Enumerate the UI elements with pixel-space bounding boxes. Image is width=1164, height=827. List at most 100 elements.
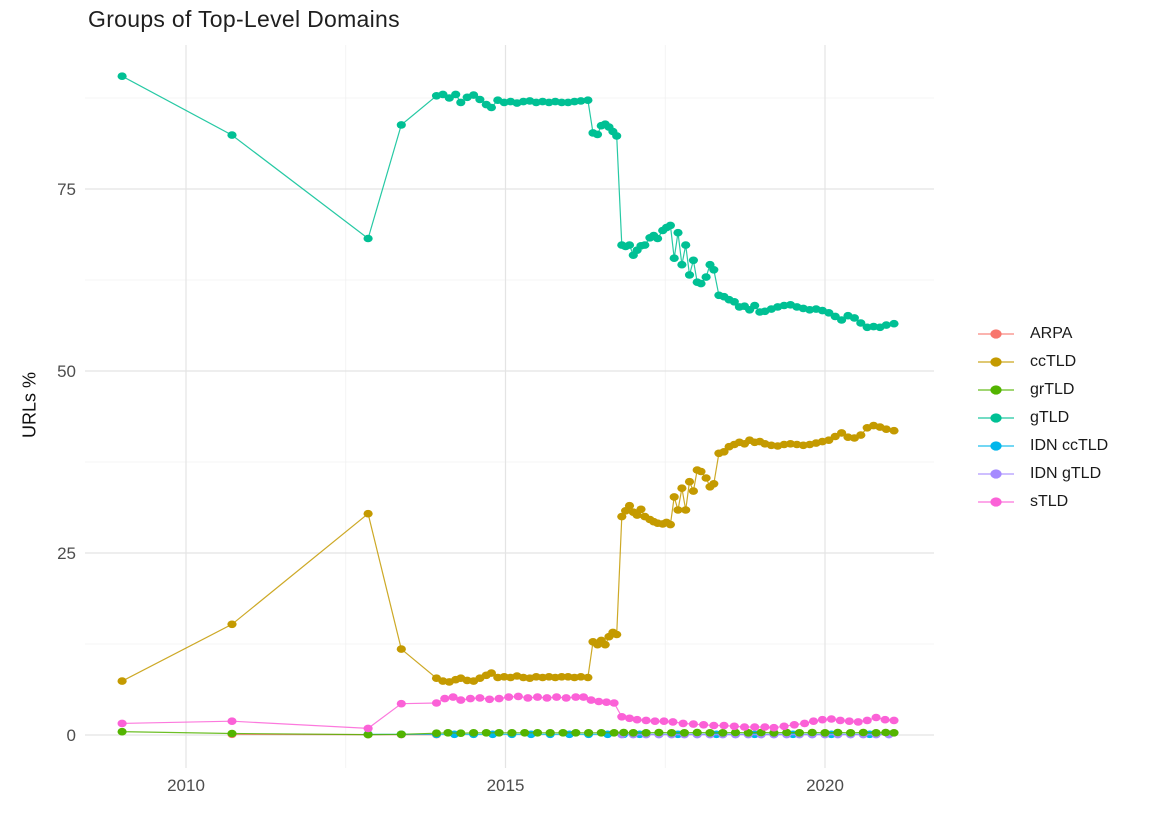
data-point-stld [688,720,699,728]
data-point-grtld [718,729,728,737]
data-point-cctld [624,501,635,510]
data-point-grtld [679,729,690,737]
data-point-stld [632,715,642,724]
legend-key-dot [990,385,1002,395]
data-point-gtld [227,131,237,139]
data-point-stld [561,694,571,702]
data-point-cctld [688,487,699,495]
data-point-grtld [705,729,715,737]
data-point-stld [578,693,589,701]
data-point-stld [617,713,627,721]
data-point-cctld [363,509,373,518]
y-tick-label: 25 [57,544,76,563]
data-point-cctld [677,484,687,493]
series-line-gtld [121,75,895,328]
data-point-stld [624,714,635,723]
data-point-stld [808,717,819,725]
data-point-grtld [596,729,606,737]
data-point-gtld [729,298,739,306]
data-point-stld [739,723,750,731]
data-point-gtld [673,228,683,237]
data-point-cctld [576,673,586,681]
data-point-gtld [849,314,860,322]
data-point-gtld [451,90,461,99]
data-point-grtld [584,729,594,737]
data-point-gtld [856,319,866,327]
legend-label: ARPA [1030,325,1073,342]
data-point-stld [363,724,373,733]
data-point-cctld [227,620,237,629]
data-point-stld [448,693,458,701]
legend-item-gtld: gTLD [976,404,1108,432]
data-point-stld [465,694,475,703]
data-point-grtld [363,730,373,739]
data-point-stld [431,699,442,707]
data-point-grtld [481,729,491,737]
data-point-cctld [665,520,676,529]
legend-key-dot [990,329,1002,339]
legend-key-icon [978,357,1014,367]
data-point-gtld [696,279,706,288]
data-point-grtld [117,727,127,736]
data-point-gtld [665,221,676,230]
data-point-grtld [794,729,805,737]
data-point-grtld [609,729,619,737]
data-point-gtld [624,241,635,249]
data-point-stld [523,694,533,702]
legend-key-icon [978,329,1014,339]
data-point-cctld [701,474,711,482]
data-point-gtld [688,256,699,265]
data-point-grtld [756,728,766,737]
data-point-stld [440,694,450,703]
data-point-stld [853,718,863,726]
data-point-gtld [576,97,586,105]
data-point-stld [880,715,890,724]
data-point-stld [871,713,881,722]
data-point-stld [456,696,466,704]
data-point-stld [789,721,799,729]
series-gtld [117,72,899,332]
data-point-grtld [443,729,453,737]
data-point-stld [659,717,669,725]
data-point-grtld [820,729,830,737]
data-point-stld [513,692,523,701]
legend-key-icon [978,441,1014,451]
data-point-stld [586,696,596,704]
data-point-grtld [431,729,442,737]
data-point-stld [650,717,660,725]
data-point-grtld [456,729,466,737]
data-point-gtld [709,266,719,274]
data-point-cctld [117,677,127,685]
data-point-stld [601,698,612,706]
data-point-gtld [640,241,650,249]
legend-label: IDN gTLD [1030,465,1102,482]
data-point-cctld [719,448,729,456]
series-line-cctld [121,424,895,683]
data-point-gtld [117,72,127,80]
data-point-grtld [558,729,568,737]
data-point-gtld [557,98,567,107]
data-point-grtld [846,729,856,737]
data-point-stld [609,699,619,707]
data-point-gtld [750,301,760,310]
legend-item-idn-gtld: IDN gTLD [976,460,1108,488]
data-point-stld [817,715,828,724]
data-point-cctld [600,640,610,649]
y-tick-label: 50 [57,362,76,381]
data-point-grtld [571,729,581,737]
data-point-grtld [889,729,899,737]
data-point-cctld [396,645,406,653]
legend-key-dot [990,357,1002,367]
data-point-stld [227,717,237,725]
data-point-cctld [709,480,719,488]
data-point-grtld [545,729,555,737]
data-point-stld [719,721,729,730]
data-point-stld [504,693,514,701]
legend-key-icon [978,469,1014,479]
data-point-cctld [612,630,622,639]
legend-key-icon [978,385,1014,395]
data-point-grtld [520,729,530,737]
data-point-stld [475,694,485,702]
series-grtld [117,727,899,739]
